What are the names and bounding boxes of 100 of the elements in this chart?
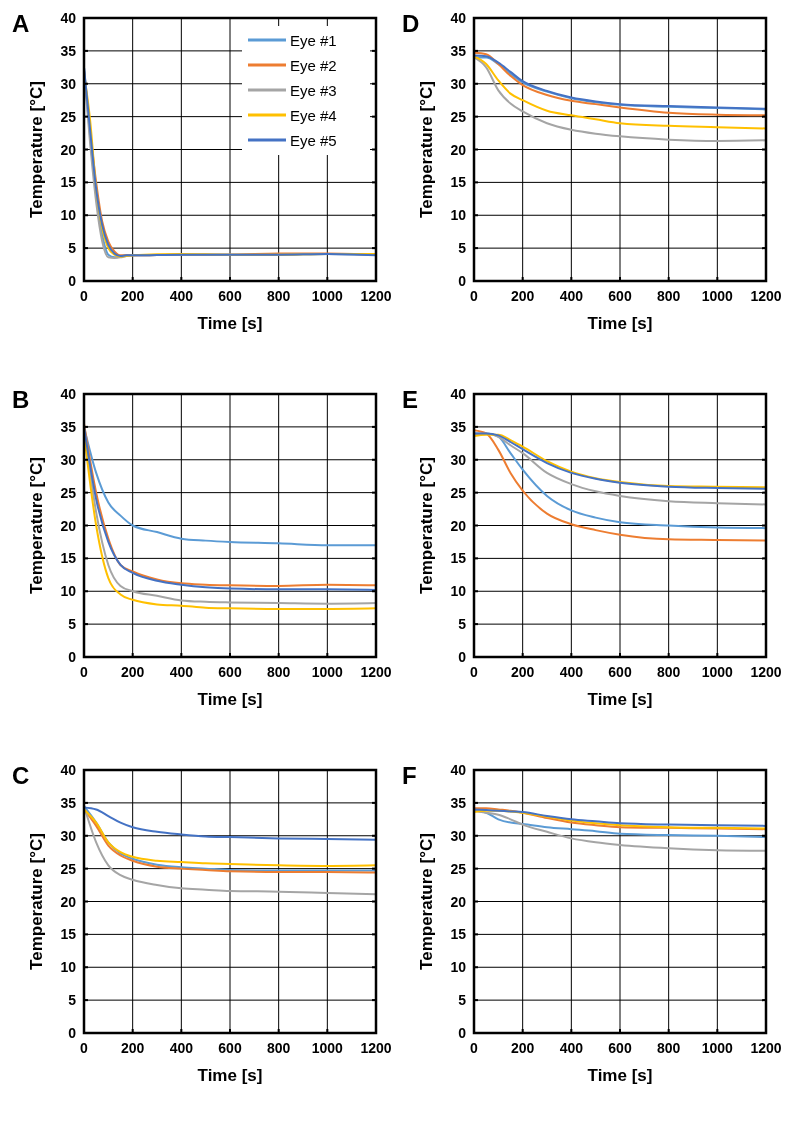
y-tick-label: 20 xyxy=(60,141,77,158)
y-tick-label: 0 xyxy=(68,273,77,289)
y-tick-label: 10 xyxy=(60,207,77,224)
x-tick-label: 400 xyxy=(559,664,584,680)
legend-label: Eye #5 xyxy=(290,132,337,149)
x-tick-label: 1200 xyxy=(750,288,782,304)
y-tick-label: 15 xyxy=(450,174,467,191)
y-axis-title: Temperature [°C] xyxy=(417,833,436,970)
x-tick-label: 400 xyxy=(169,1040,194,1056)
y-tick-label: 30 xyxy=(450,827,467,844)
x-tick-label: 600 xyxy=(608,288,632,304)
x-tick-label: 0 xyxy=(80,664,89,680)
x-axis-title: Time [s] xyxy=(587,314,653,333)
y-tick-label: 15 xyxy=(60,550,77,567)
line-series xyxy=(473,51,767,117)
y-tick-label: 0 xyxy=(458,649,467,665)
x-tick-label: 1000 xyxy=(701,664,734,680)
x-tick-label: 600 xyxy=(608,1040,632,1056)
y-tick-label: 20 xyxy=(450,141,467,158)
y-tick-label: 0 xyxy=(68,649,77,665)
chart-title: B xyxy=(12,386,30,413)
x-tick-label: 200 xyxy=(510,288,535,304)
y-tick-label: 5 xyxy=(68,992,77,1009)
y-tick-label: 35 xyxy=(450,794,467,811)
legend-label: Eye #1 xyxy=(290,32,337,49)
x-tick-label: 1200 xyxy=(750,1040,782,1056)
y-tick-label: 30 xyxy=(450,451,467,468)
y-tick-label: 25 xyxy=(60,108,77,125)
y-tick-label: 40 xyxy=(450,10,467,26)
x-tick-label: 400 xyxy=(169,664,194,680)
y-tick-label: 20 xyxy=(450,893,467,910)
x-tick-label: 200 xyxy=(510,664,535,680)
x-tick-label: 400 xyxy=(559,1040,584,1056)
y-tick-label: 25 xyxy=(450,108,467,125)
y-tick-label: 5 xyxy=(458,992,467,1009)
y-tick-label: 15 xyxy=(450,926,467,943)
y-tick-label: 5 xyxy=(458,240,467,257)
x-tick-label: 1200 xyxy=(360,664,392,680)
y-tick-label: 0 xyxy=(458,1025,467,1041)
y-tick-label: 20 xyxy=(450,517,467,534)
x-tick-label: 1000 xyxy=(701,288,734,304)
x-tick-label: 800 xyxy=(656,1040,681,1056)
y-tick-label: 35 xyxy=(60,42,77,59)
chart-title: A xyxy=(12,10,30,37)
y-tick-label: 30 xyxy=(450,75,467,92)
x-axis-title: Time [s] xyxy=(197,1066,263,1085)
x-tick-label: 0 xyxy=(470,288,479,304)
x-tick-label: 600 xyxy=(218,288,242,304)
y-tick-label: 35 xyxy=(60,418,77,435)
x-tick-label: 200 xyxy=(120,664,145,680)
x-tick-label: 400 xyxy=(169,288,194,304)
x-tick-label: 200 xyxy=(120,1040,145,1056)
chart-title: F xyxy=(402,762,417,789)
y-tick-label: 10 xyxy=(60,959,77,976)
y-tick-label: 0 xyxy=(68,1025,77,1041)
x-axis-title: Time [s] xyxy=(197,314,263,333)
x-tick-label: 800 xyxy=(266,664,291,680)
x-tick-label: 1000 xyxy=(311,288,344,304)
x-tick-label: 800 xyxy=(656,664,681,680)
x-axis-title: Time [s] xyxy=(587,1066,653,1085)
x-tick-label: 800 xyxy=(266,288,291,304)
line-series xyxy=(83,806,377,841)
y-tick-label: 10 xyxy=(450,207,467,224)
line-series xyxy=(473,432,767,506)
x-tick-label: 1000 xyxy=(701,1040,734,1056)
y-tick-label: 40 xyxy=(60,10,77,26)
x-tick-label: 600 xyxy=(218,664,242,680)
x-tick-label: 0 xyxy=(470,664,479,680)
y-axis-title: Temperature [°C] xyxy=(417,457,436,594)
x-axis-title: Time [s] xyxy=(587,690,653,709)
x-axis-title: Time [s] xyxy=(197,690,263,709)
x-tick-label: 0 xyxy=(80,1040,89,1056)
y-axis-title: Temperature [°C] xyxy=(27,457,46,594)
y-tick-label: 40 xyxy=(450,762,467,778)
y-tick-label: 25 xyxy=(60,860,77,877)
y-tick-label: 5 xyxy=(68,616,77,633)
x-tick-label: 1000 xyxy=(311,664,344,680)
chart-title: D xyxy=(402,10,420,37)
x-tick-label: 400 xyxy=(559,288,584,304)
y-tick-label: 40 xyxy=(60,386,77,402)
y-tick-label: 10 xyxy=(450,959,467,976)
chart-title: C xyxy=(12,762,30,789)
x-tick-label: 1000 xyxy=(311,1040,344,1056)
y-tick-label: 20 xyxy=(60,517,77,534)
y-axis-title: Temperature [°C] xyxy=(27,833,46,970)
y-tick-label: 5 xyxy=(68,240,77,257)
legend-label: Eye #4 xyxy=(290,107,337,124)
y-tick-label: 30 xyxy=(60,75,77,92)
legend-label: Eye #3 xyxy=(290,82,337,99)
x-tick-label: 0 xyxy=(80,288,89,304)
x-tick-label: 200 xyxy=(120,288,145,304)
y-tick-label: 15 xyxy=(60,926,77,943)
x-tick-label: 600 xyxy=(608,664,632,680)
y-tick-label: 30 xyxy=(60,827,77,844)
y-tick-label: 25 xyxy=(450,484,467,501)
y-axis-title: Temperature [°C] xyxy=(417,81,436,218)
x-tick-label: 800 xyxy=(656,288,681,304)
y-tick-label: 35 xyxy=(450,42,467,59)
x-tick-label: 200 xyxy=(510,1040,535,1056)
y-tick-label: 35 xyxy=(450,418,467,435)
